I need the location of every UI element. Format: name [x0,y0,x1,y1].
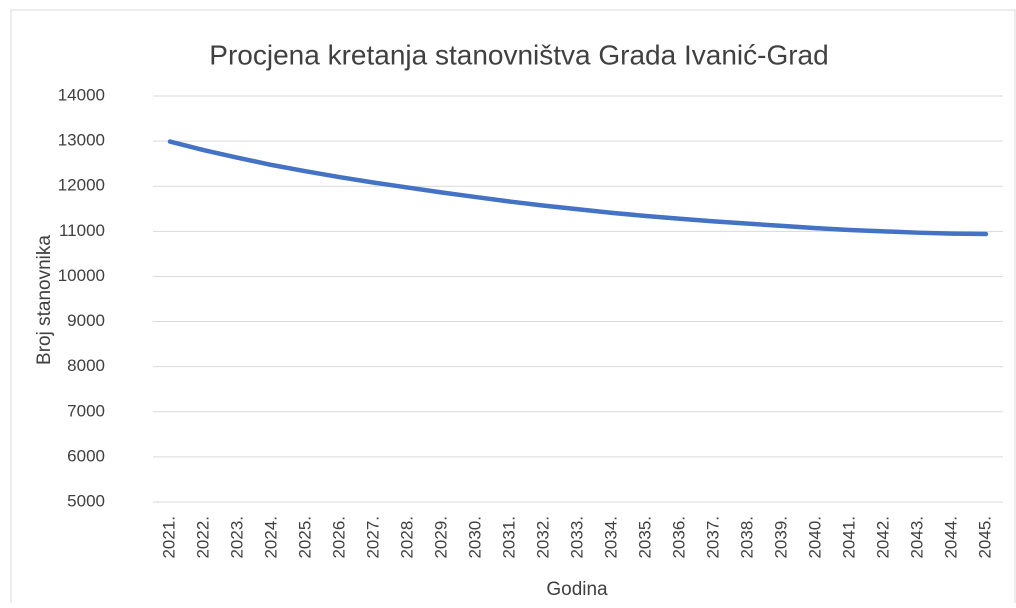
x-tick-label: 2030. [465,516,484,559]
y-tick-label: 14000 [58,85,105,104]
x-tick-label: 2038. [737,516,756,559]
y-tick-label: 6000 [67,446,105,465]
x-tick-label: 2042. [873,516,892,559]
x-tick-label: 2036. [669,516,688,559]
x-tick-label: 2023. [227,516,246,559]
x-tick-label: 2022. [193,516,212,559]
x-tick-label: 2024. [261,516,280,559]
y-axis-label: Broj stanovnika [34,235,55,365]
y-tick-label: 13000 [58,131,105,150]
x-tick-label: 2021. [159,516,178,559]
y-tick-label: 10000 [58,266,105,285]
x-tick-label: 2040. [805,516,824,559]
x-tick-label: 2031. [499,516,518,559]
x-tick-label: 2033. [567,516,586,559]
x-tick-label: 2045. [975,516,994,559]
chart-border [10,9,1016,608]
x-tick-label: 2044. [941,516,960,559]
x-tick-label: 2025. [295,516,314,559]
x-tick-label: 2027. [363,516,382,559]
y-tick-label: 12000 [58,176,105,195]
x-axis-label: Godina [546,579,608,600]
x-tick-label: 2028. [397,516,416,559]
x-tick-label: 2032. [533,516,552,559]
y-tick-label: 11000 [59,221,105,240]
x-tick-label: 2041. [839,516,858,559]
y-tick-label: 9000 [67,311,105,330]
x-tick-label: 2039. [771,516,790,559]
y-tick-label: 8000 [67,356,105,375]
x-tick-label: 2035. [635,516,654,559]
y-tick-label: 5000 [67,491,105,510]
data-line [167,139,989,237]
y-tick-label: 7000 [67,401,105,420]
chart-title: Procjena kretanja stanovništva Grada Iva… [209,39,828,70]
x-tick-label: 2037. [703,516,722,559]
x-tick-label: 2029. [431,516,450,559]
x-tick-label: 2026. [329,516,348,559]
x-tick-label: 2034. [601,516,620,559]
x-tick-label: 2043. [907,516,926,559]
